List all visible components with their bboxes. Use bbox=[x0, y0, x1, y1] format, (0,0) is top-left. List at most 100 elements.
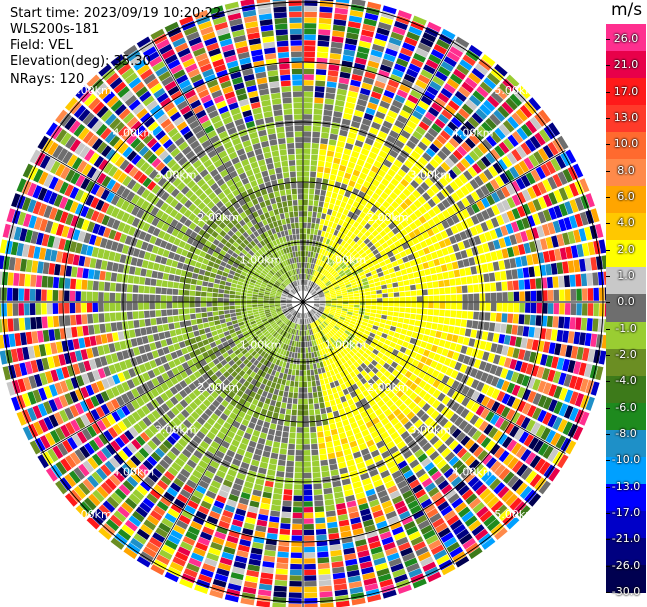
range-gate bbox=[308, 404, 314, 410]
range-gate bbox=[320, 284, 326, 289]
range-gate bbox=[262, 561, 275, 568]
range-gate bbox=[341, 153, 350, 161]
range-gate bbox=[324, 493, 334, 500]
range-gate bbox=[37, 330, 44, 343]
range-gate bbox=[109, 292, 116, 302]
range-gate bbox=[365, 248, 372, 255]
range-gate bbox=[433, 288, 440, 295]
range-gate bbox=[315, 380, 321, 386]
range-gate bbox=[168, 274, 175, 281]
range-gate bbox=[345, 251, 351, 258]
range-gate bbox=[323, 243, 329, 250]
range-gate bbox=[381, 58, 394, 68]
range-gate bbox=[133, 319, 140, 328]
range-gate bbox=[305, 274, 308, 280]
range-gate bbox=[342, 304, 349, 307]
range-gate bbox=[195, 302, 201, 308]
range-gate bbox=[333, 486, 343, 493]
range-gate bbox=[376, 27, 390, 36]
range-gate bbox=[384, 274, 391, 280]
range-gate bbox=[367, 210, 375, 218]
range-gate bbox=[347, 254, 354, 260]
range-gate bbox=[462, 294, 468, 302]
range-gate bbox=[328, 286, 334, 291]
range-gate bbox=[372, 248, 379, 256]
range-gate bbox=[326, 388, 333, 396]
range-gate bbox=[400, 130, 411, 140]
range-gate bbox=[303, 199, 308, 206]
range-gate bbox=[319, 596, 334, 604]
range-gate bbox=[398, 263, 406, 270]
range-gate bbox=[336, 88, 348, 96]
range-gate bbox=[303, 444, 311, 450]
range-gate bbox=[383, 187, 392, 196]
range-gate bbox=[308, 280, 311, 287]
range-gate bbox=[371, 237, 378, 245]
range-gate bbox=[303, 376, 307, 382]
range-gate bbox=[347, 21, 361, 29]
range-gate bbox=[105, 271, 112, 281]
range-gate bbox=[349, 226, 357, 233]
range-gate bbox=[533, 151, 544, 165]
range-gate bbox=[303, 484, 313, 490]
range-gate bbox=[444, 141, 456, 153]
range-gate bbox=[165, 337, 173, 346]
range-gate bbox=[303, 125, 312, 132]
range-gate bbox=[375, 209, 383, 217]
range-gate bbox=[295, 455, 303, 462]
range-gate bbox=[246, 307, 253, 311]
range-gate bbox=[313, 120, 322, 127]
range-gate bbox=[416, 234, 425, 242]
range-gate bbox=[432, 75, 445, 87]
range-gate bbox=[290, 546, 302, 553]
range-gate bbox=[8, 256, 16, 271]
range-gate bbox=[353, 310, 359, 314]
range-gate bbox=[304, 285, 306, 291]
range-gate bbox=[439, 302, 446, 309]
range-gate bbox=[287, 368, 293, 375]
range-gate bbox=[339, 226, 346, 233]
range-gate bbox=[282, 396, 288, 403]
range-gate bbox=[337, 238, 343, 245]
range-gate bbox=[313, 363, 317, 370]
range-gate bbox=[365, 107, 376, 116]
range-gate bbox=[357, 203, 365, 211]
range-gate bbox=[48, 329, 56, 341]
range-gate bbox=[553, 303, 560, 315]
range-gate bbox=[276, 424, 283, 432]
range-gate bbox=[356, 177, 365, 185]
range-gate bbox=[464, 154, 475, 165]
range-gate bbox=[191, 324, 199, 331]
range-gate bbox=[390, 235, 399, 243]
range-gate bbox=[358, 153, 368, 162]
range-gate bbox=[417, 42, 432, 53]
range-gate bbox=[391, 227, 400, 235]
range-gate bbox=[190, 278, 197, 285]
range-gate bbox=[311, 375, 316, 381]
range-gate bbox=[324, 250, 329, 257]
range-gate bbox=[476, 86, 489, 98]
range-gate bbox=[466, 319, 473, 328]
range-gate bbox=[413, 52, 426, 63]
range-gate bbox=[400, 178, 410, 188]
range-gate bbox=[515, 145, 527, 159]
range-gate bbox=[393, 307, 400, 312]
range-gate bbox=[46, 289, 53, 301]
range-gate bbox=[157, 271, 164, 280]
range-gate bbox=[399, 302, 406, 307]
range-gate bbox=[328, 139, 337, 146]
range-gate bbox=[396, 339, 404, 346]
range-gate bbox=[451, 95, 464, 107]
range-gate bbox=[379, 261, 386, 267]
range-gate bbox=[335, 0, 350, 4]
range-gate bbox=[353, 290, 359, 294]
range-gate bbox=[392, 248, 399, 256]
range-gate bbox=[323, 262, 328, 269]
range-gate bbox=[499, 172, 510, 185]
range-gate bbox=[329, 227, 335, 235]
range-gate bbox=[322, 121, 331, 128]
range-gate bbox=[346, 137, 356, 145]
range-gate bbox=[324, 104, 334, 111]
range-gate bbox=[376, 155, 385, 164]
range-gate bbox=[478, 172, 489, 184]
